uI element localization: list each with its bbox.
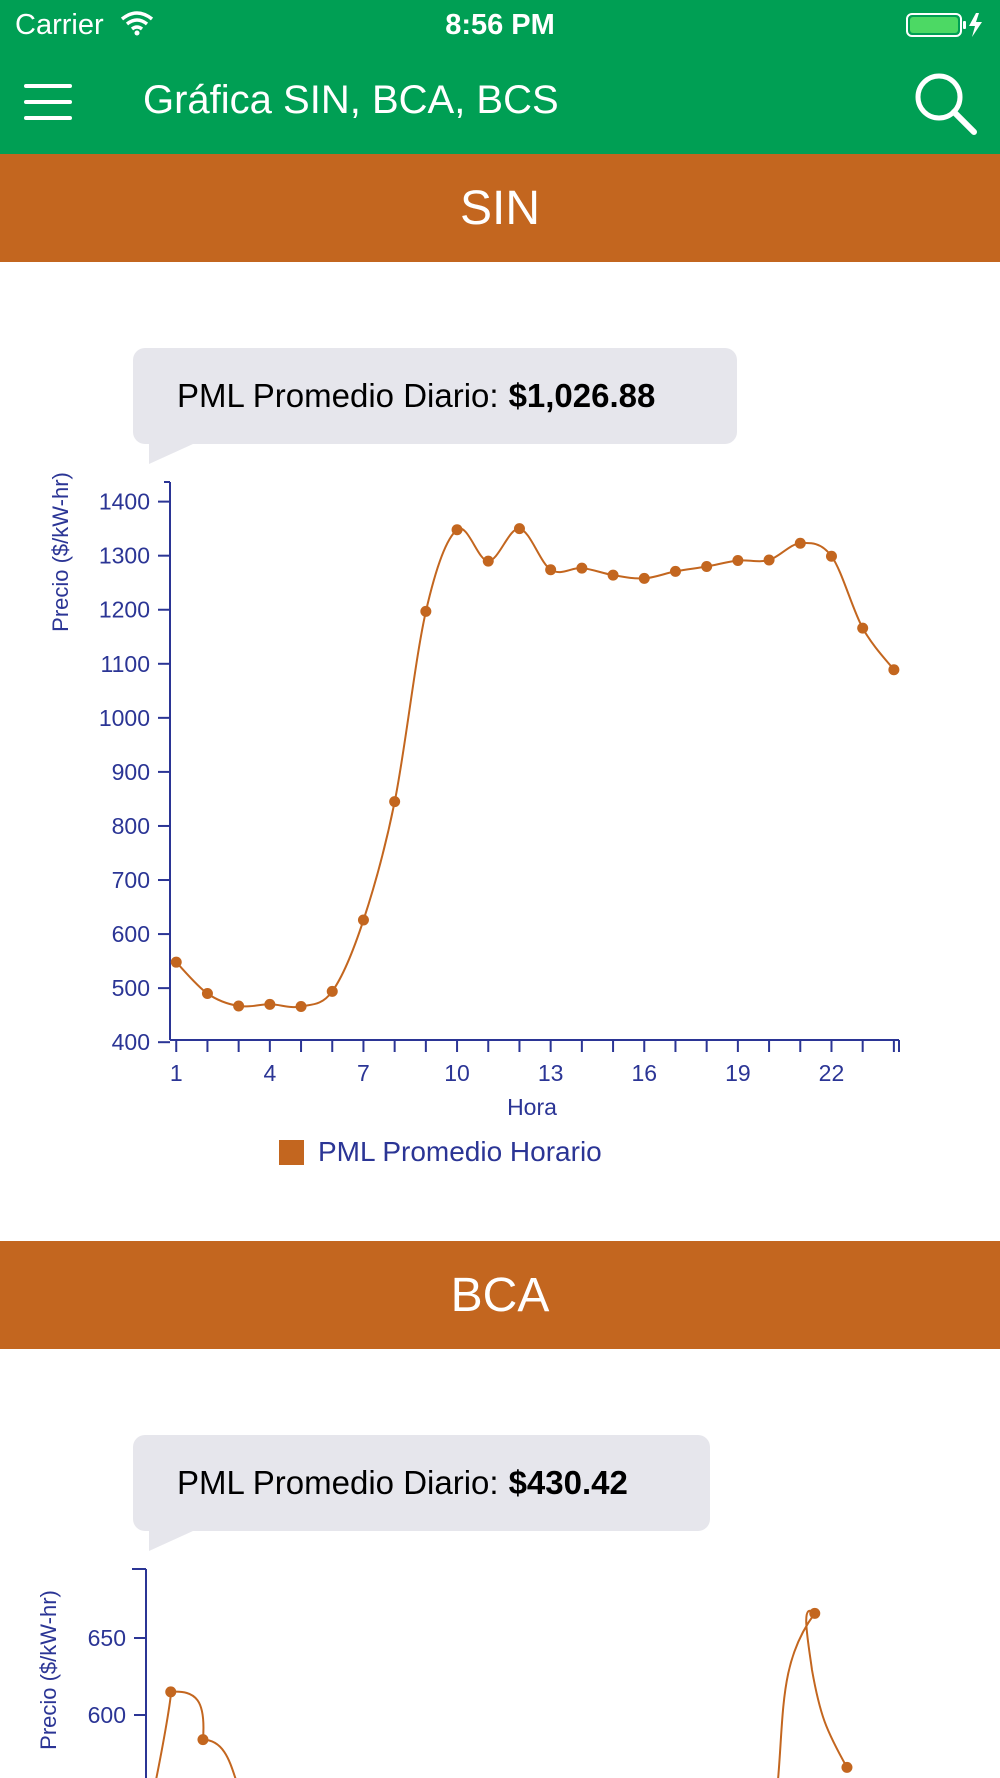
y-tick-label: 1200 <box>99 597 150 623</box>
y-axis-label: Precio ($/kW-hr) <box>48 472 73 632</box>
y-tick-label: 650 <box>88 1625 126 1651</box>
page-title: Gráfica SIN, BCA, BCS <box>143 78 559 122</box>
y-axis-label: Precio ($/kW-hr) <box>36 1590 61 1750</box>
x-tick-label: 19 <box>725 1060 751 1086</box>
x-tick-label: 13 <box>538 1060 564 1086</box>
data-point <box>701 560 713 572</box>
y-tick-label: 600 <box>88 1702 126 1728</box>
x-axis-label: Hora <box>507 1094 557 1120</box>
sin-price-chart: 400 500 600 700 800 900 1000 1100 1200 1300 1400 Pr… <box>48 472 900 1167</box>
data-point <box>857 622 869 634</box>
wifi-icon <box>120 10 154 44</box>
data-point <box>165 1686 177 1698</box>
y-tick-label: 500 <box>112 975 150 1001</box>
daily-average-tooltip-bca: PML Promedio Diario: $430.42 <box>133 1435 710 1551</box>
data-point <box>389 796 401 808</box>
y-tick-label: 700 <box>112 867 150 893</box>
data-point <box>841 1761 853 1773</box>
y-tick-label: 600 <box>112 921 150 947</box>
series-line <box>155 1690 237 1778</box>
data-point <box>513 523 525 535</box>
y-tick-label: 1300 <box>99 543 150 569</box>
legend-swatch <box>279 1140 304 1165</box>
data-point <box>794 537 806 549</box>
y-tick-label: 1000 <box>99 705 150 731</box>
data-point <box>295 1001 307 1013</box>
data-point <box>357 914 369 926</box>
x-tick-label: 7 <box>357 1060 370 1086</box>
legend-label: PML Promedio Horario <box>318 1136 602 1167</box>
x-tick-label: 16 <box>631 1060 657 1086</box>
tooltip-tail <box>149 444 193 464</box>
data-point <box>576 562 588 574</box>
data-point <box>420 605 432 617</box>
y-tick-label: 1100 <box>101 651 150 677</box>
search-icon[interactable] <box>912 70 978 136</box>
clock: 8:56 PM <box>445 9 555 41</box>
tooltip-label: PML Promedio Diario: <box>177 377 499 414</box>
nav-bar: Gráfica SIN, BCA, BCS <box>0 50 1000 154</box>
data-point <box>638 572 650 584</box>
data-point <box>451 524 463 536</box>
bca-price-chart: 600 650 Precio ($/kW-hr) <box>36 1568 853 1778</box>
section-header-bca: BCA <box>0 1241 1000 1349</box>
status-bar: Carrier 8:56 PM <box>0 0 1000 50</box>
data-point <box>763 554 775 566</box>
carrier-label: Carrier <box>15 9 104 41</box>
y-tick-label: 400 <box>112 1029 150 1055</box>
daily-average-tooltip: PML Promedio Diario: $1,026.88 <box>133 348 737 464</box>
data-point <box>825 550 837 562</box>
y-tick-label: 800 <box>112 813 150 839</box>
x-tick-label: 22 <box>819 1060 845 1086</box>
data-point <box>233 1000 245 1012</box>
series-line <box>777 1609 848 1778</box>
data-point <box>607 569 619 581</box>
data-point <box>326 985 338 997</box>
data-point <box>732 555 744 567</box>
section-header-sin: SIN <box>0 154 1000 262</box>
tooltip-value: $1,026.88 <box>508 377 656 414</box>
series-line <box>175 527 895 1009</box>
data-point <box>669 565 681 577</box>
x-tick-label: 1 <box>170 1060 183 1086</box>
battery-icon <box>906 12 990 46</box>
data-point <box>888 664 900 676</box>
tooltip-label: PML Promedio Diario: <box>177 1464 499 1501</box>
tooltip-value: $430.42 <box>508 1464 628 1501</box>
data-point <box>170 956 182 968</box>
menu-icon[interactable] <box>22 82 74 122</box>
data-point <box>197 1734 209 1746</box>
data-point <box>264 998 276 1010</box>
y-tick-label: 900 <box>112 759 150 785</box>
data-point <box>809 1607 821 1619</box>
x-tick-label: 4 <box>263 1060 276 1086</box>
data-point <box>545 564 557 576</box>
data-point <box>482 555 494 567</box>
y-tick-label: 1400 <box>99 489 150 515</box>
x-tick-label: 10 <box>444 1060 470 1086</box>
data-point <box>201 988 213 1000</box>
tooltip-tail <box>149 1531 193 1551</box>
